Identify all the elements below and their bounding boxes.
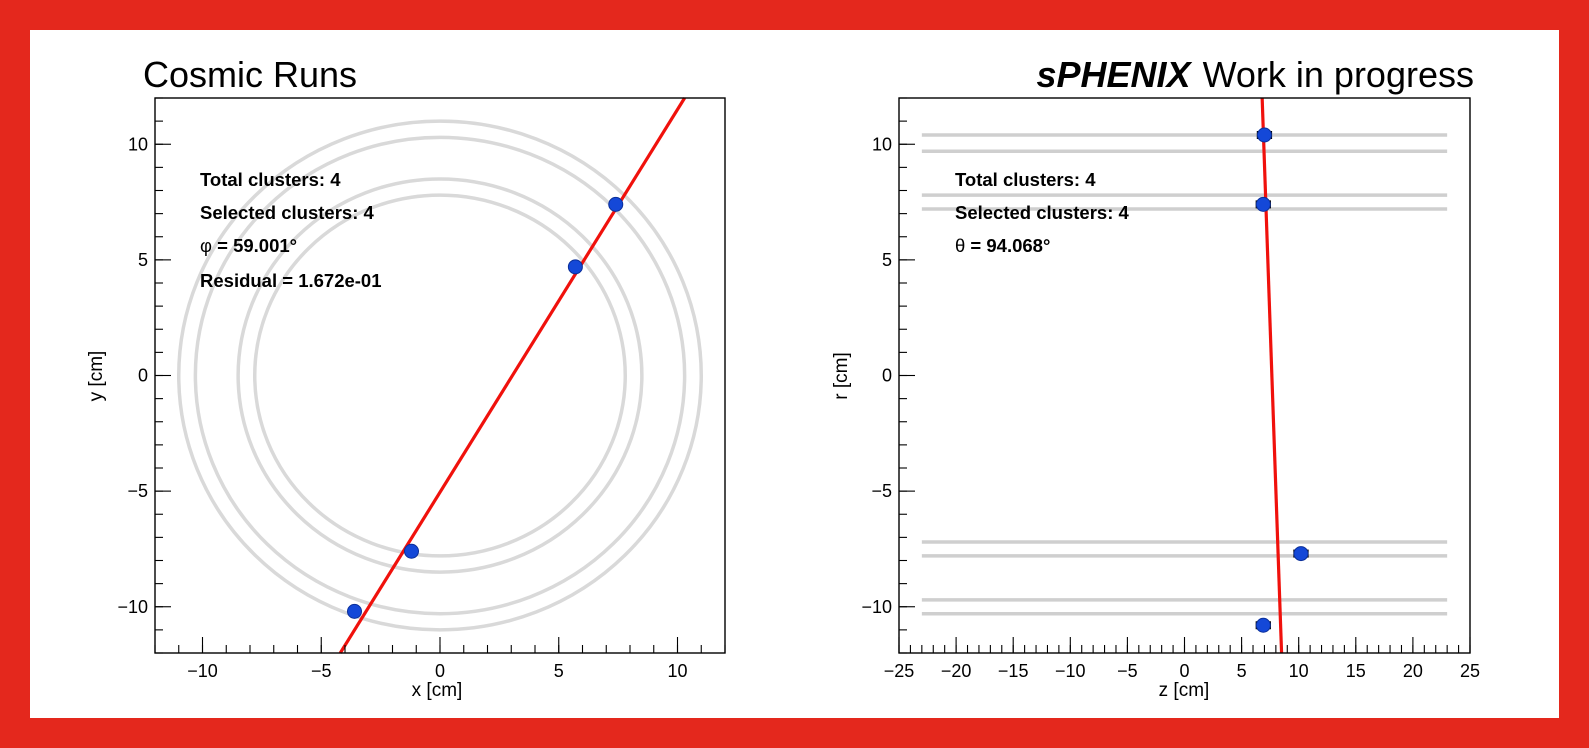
left-x-tick-label: −10 xyxy=(187,661,218,681)
right-title-bold: sPHENIX xyxy=(1037,54,1193,95)
left-y-tick-label: 10 xyxy=(128,134,148,154)
right-xlabel: z [cm] xyxy=(1159,680,1210,701)
left-y-tick-label: 0 xyxy=(138,366,148,386)
cluster-point xyxy=(1255,196,1271,212)
right-stat-selected: Selected clusters: 4 xyxy=(955,202,1129,223)
right-y-tick-label: −10 xyxy=(861,597,892,617)
fit-line xyxy=(1260,97,1284,654)
cluster-point xyxy=(404,543,419,559)
right-x-tick-label: −25 xyxy=(884,661,915,681)
right-title: sPHENIX Work in progress xyxy=(1037,54,1475,95)
left-stat-total: Total clusters: 4 xyxy=(200,169,341,190)
right-axis-ticks: −25 −20 −15 −10 −5 0 5 10 15 20 25 −10 −5 0 5 10 xyxy=(861,97,1480,681)
right-ylabel: r [cm] xyxy=(831,352,852,400)
right-plot-marks xyxy=(1255,97,1309,654)
theta-value: = 94.068° xyxy=(965,235,1050,256)
left-stats-box: Total clusters: 4 Selected clusters: 4 φ… xyxy=(200,169,382,291)
left-y-tick-label: −10 xyxy=(117,597,148,617)
phi-value: = 59.001° xyxy=(212,235,297,256)
right-y-tick-label: −5 xyxy=(871,481,892,501)
left-title: Cosmic Runs xyxy=(143,54,357,95)
fit-line xyxy=(338,97,686,654)
left-ylabel: y [cm] xyxy=(86,351,107,402)
right-x-tick-label: 25 xyxy=(1460,661,1480,681)
panel-xy: Cosmic Runs −10 −5 0 5 10 −10 −5 0 5 10 x [cm] y … xyxy=(86,54,726,701)
cluster-point xyxy=(1293,546,1309,562)
left-plot-marks xyxy=(338,97,686,654)
cluster-point xyxy=(347,603,362,619)
right-stat-total: Total clusters: 4 xyxy=(955,169,1096,190)
left-x-tick-label: −5 xyxy=(311,661,332,681)
right-x-tick-label: 15 xyxy=(1346,661,1366,681)
left-y-tick-label: −5 xyxy=(127,481,148,501)
left-stat-residual: Residual = 1.672e-01 xyxy=(200,270,382,291)
right-x-tick-label: 10 xyxy=(1289,661,1309,681)
left-x-tick-label: 5 xyxy=(554,661,564,681)
panel-rz: sPHENIX Work in progress −25 −20 −15 −10 −5 0 5… xyxy=(831,54,1480,701)
right-x-tick-label: 20 xyxy=(1403,661,1423,681)
right-y-tick-label: 0 xyxy=(882,366,892,386)
left-stat-phi: φ = 59.001° xyxy=(200,235,297,256)
detector-ring xyxy=(253,193,627,558)
cluster-point xyxy=(1256,127,1272,143)
detector-rings xyxy=(177,119,703,632)
detector-ring xyxy=(177,119,703,632)
theta-symbol: θ xyxy=(955,235,965,256)
right-x-tick-label: −10 xyxy=(1055,661,1086,681)
cluster-point xyxy=(608,196,624,212)
detector-ring xyxy=(236,177,644,574)
right-x-tick-label: −5 xyxy=(1117,661,1138,681)
right-stats-box: Total clusters: 4 Selected clusters: 4 θ… xyxy=(955,169,1129,256)
left-x-tick-label: 0 xyxy=(435,661,445,681)
left-axis-ticks: −10 −5 0 5 10 −10 −5 0 5 10 xyxy=(117,97,726,681)
right-x-tick-label: 5 xyxy=(1237,661,1247,681)
detector-ring xyxy=(193,135,687,616)
left-xlabel: x [cm] xyxy=(412,680,463,701)
right-y-tick-label: 10 xyxy=(872,134,892,154)
right-x-tick-label: −15 xyxy=(998,661,1029,681)
phi-symbol: φ xyxy=(200,235,212,256)
right-x-tick-label: −20 xyxy=(941,661,972,681)
cluster-point xyxy=(567,259,583,275)
right-title-rest: Work in progress xyxy=(1203,54,1474,95)
right-y-tick-label: 5 xyxy=(882,250,892,270)
right-stat-theta: θ = 94.068° xyxy=(955,235,1050,256)
left-y-tick-label: 5 xyxy=(138,250,148,270)
left-x-tick-label: 10 xyxy=(667,661,687,681)
cluster-point xyxy=(1255,617,1271,633)
left-stat-selected: Selected clusters: 4 xyxy=(200,202,374,223)
detector-layers xyxy=(921,133,1448,616)
right-x-tick-label: 0 xyxy=(1179,661,1189,681)
